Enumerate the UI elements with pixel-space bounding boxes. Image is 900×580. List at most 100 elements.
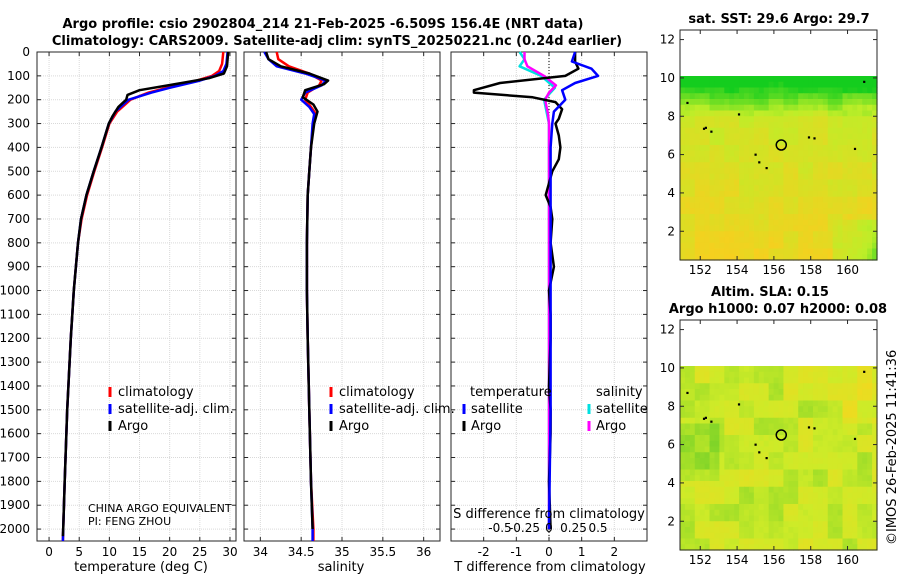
map-cell — [793, 400, 799, 407]
map-cell — [842, 150, 849, 158]
map-cell — [689, 458, 696, 465]
map-cell — [734, 412, 740, 419]
map-cell — [689, 406, 696, 413]
map-cell — [739, 208, 745, 215]
map-cell — [680, 76, 686, 83]
map-cell — [739, 214, 745, 221]
map-cell — [744, 179, 750, 186]
map-cell — [694, 492, 701, 499]
map-cell — [862, 463, 868, 471]
map-cell — [699, 202, 706, 209]
map-cell — [704, 99, 711, 106]
map-cell — [684, 179, 691, 186]
map-cell — [857, 509, 863, 517]
map-cell — [773, 168, 780, 175]
map-cell — [852, 81, 858, 89]
map-cell — [763, 521, 770, 528]
map-cell — [699, 366, 706, 373]
map-cell — [837, 173, 844, 181]
map-cell — [842, 446, 849, 453]
map-cell — [773, 116, 780, 123]
map-cell — [748, 81, 755, 89]
map-cell — [773, 185, 780, 192]
map-cell — [808, 156, 814, 163]
map-cell — [832, 429, 839, 436]
map-cell — [694, 469, 701, 476]
map-cell — [704, 173, 711, 181]
map-cell — [837, 538, 844, 545]
map-cell — [704, 81, 711, 89]
map-cell — [699, 515, 706, 522]
depth-tick-label: 1100 — [0, 307, 30, 321]
map-cell — [827, 173, 834, 181]
map-cell — [719, 242, 725, 250]
map-cell — [808, 110, 814, 117]
map-cell — [758, 202, 765, 209]
map-cell — [803, 173, 809, 181]
map-cell — [852, 173, 858, 181]
map-cell — [753, 371, 760, 379]
map-cell — [862, 87, 868, 94]
map-cell — [773, 486, 780, 494]
map-cell — [862, 99, 868, 106]
map-cell — [778, 133, 785, 140]
map-cell — [744, 417, 750, 425]
map-cell — [862, 93, 868, 100]
map-cell — [798, 150, 804, 158]
map-cell — [758, 458, 765, 465]
map-cell — [852, 377, 858, 384]
map-cell — [827, 538, 834, 545]
map-cell — [763, 242, 770, 250]
map-cell — [714, 406, 720, 413]
difference-xlabel: T difference from climatology — [453, 560, 646, 575]
map-cell — [812, 162, 819, 169]
map-cell — [768, 202, 775, 209]
map-cell — [798, 225, 804, 232]
map-cell — [680, 145, 686, 152]
map-cell — [689, 440, 696, 448]
map-cell — [768, 481, 775, 488]
map-cell — [680, 99, 686, 106]
map-cell — [857, 498, 863, 505]
map-cell — [862, 475, 868, 482]
map-cell — [847, 469, 853, 476]
sla-map-title-1: Altim. SLA: 0.15 — [711, 285, 829, 300]
map-cell — [709, 412, 716, 419]
map-cell — [744, 104, 750, 112]
map-cell — [827, 366, 834, 373]
map-cell — [798, 208, 804, 215]
map-cell — [734, 127, 740, 135]
map-cell — [793, 429, 799, 436]
map-cell — [783, 122, 789, 129]
map-cell — [739, 377, 745, 384]
map-cell — [758, 481, 765, 488]
map-cell — [744, 377, 750, 384]
map-cell — [763, 104, 770, 112]
map-cell — [744, 196, 750, 204]
map-cell — [680, 122, 686, 129]
map-cell — [832, 366, 839, 373]
map-cell — [748, 185, 755, 192]
map-cell — [793, 168, 799, 175]
map-cell — [852, 179, 858, 186]
map-cell — [684, 122, 691, 129]
map-cell — [822, 139, 829, 146]
map-cell — [758, 492, 765, 499]
map-cell — [812, 371, 819, 379]
map-cell — [773, 377, 780, 384]
map-cell — [734, 417, 740, 425]
map-cell — [867, 225, 873, 232]
map-cell — [719, 150, 725, 158]
map-cell — [699, 76, 706, 83]
map-cell — [768, 412, 775, 419]
map-x-tick-label: 160 — [836, 263, 859, 277]
map-cell — [783, 185, 789, 192]
map-cell — [719, 185, 725, 192]
map-cell — [808, 377, 814, 384]
map-cell — [842, 481, 849, 488]
map-cell — [812, 527, 819, 534]
map-cell — [812, 196, 819, 204]
map-cell — [798, 492, 804, 499]
map-cell — [852, 196, 858, 204]
map-cell — [773, 544, 780, 551]
